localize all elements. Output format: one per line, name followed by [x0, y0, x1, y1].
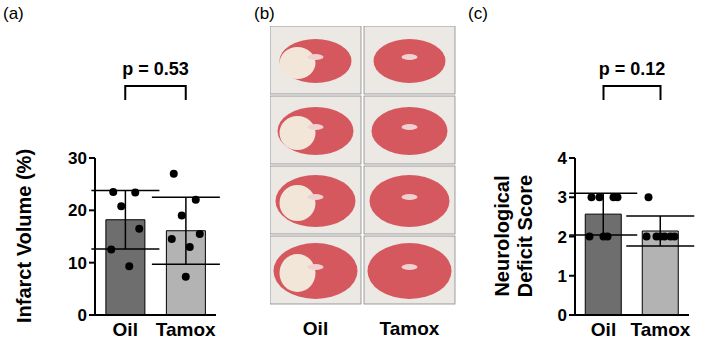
html-text:Neurological Deficit Score: Neurological Deficit Score — [491, 175, 536, 298]
svg-text:4: 4 — [558, 149, 568, 168]
html-text:(a): (a) — [3, 4, 24, 23]
svg-text:0: 0 — [558, 306, 567, 325]
svg-text:Oil: Oil — [113, 319, 138, 340]
svg-text:20: 20 — [68, 201, 87, 220]
svg-text:0: 0 — [78, 306, 87, 325]
svg-text:Tamox: Tamox — [631, 319, 691, 340]
svg-text:p = 0.12: p = 0.12 — [599, 59, 666, 79]
svg-text:3: 3 — [558, 188, 567, 207]
svg-text:10: 10 — [68, 254, 87, 273]
html-text:Infarct Volume (%): Infarct Volume (%) — [12, 149, 35, 323]
svg-text:2: 2 — [558, 228, 567, 247]
html-text:Tamox: Tamox — [379, 318, 440, 339]
svg-text:Oil: Oil — [591, 319, 616, 340]
svg-text:1: 1 — [558, 267, 567, 286]
svg-text:p = 0.53: p = 0.53 — [122, 59, 189, 79]
svg-text:30: 30 — [68, 149, 87, 168]
svg-text:Tamox: Tamox — [156, 319, 216, 340]
html-text:(c): (c) — [468, 4, 488, 23]
html-text:(b): (b) — [254, 4, 275, 23]
html-text:Oil: Oil — [302, 318, 329, 339]
